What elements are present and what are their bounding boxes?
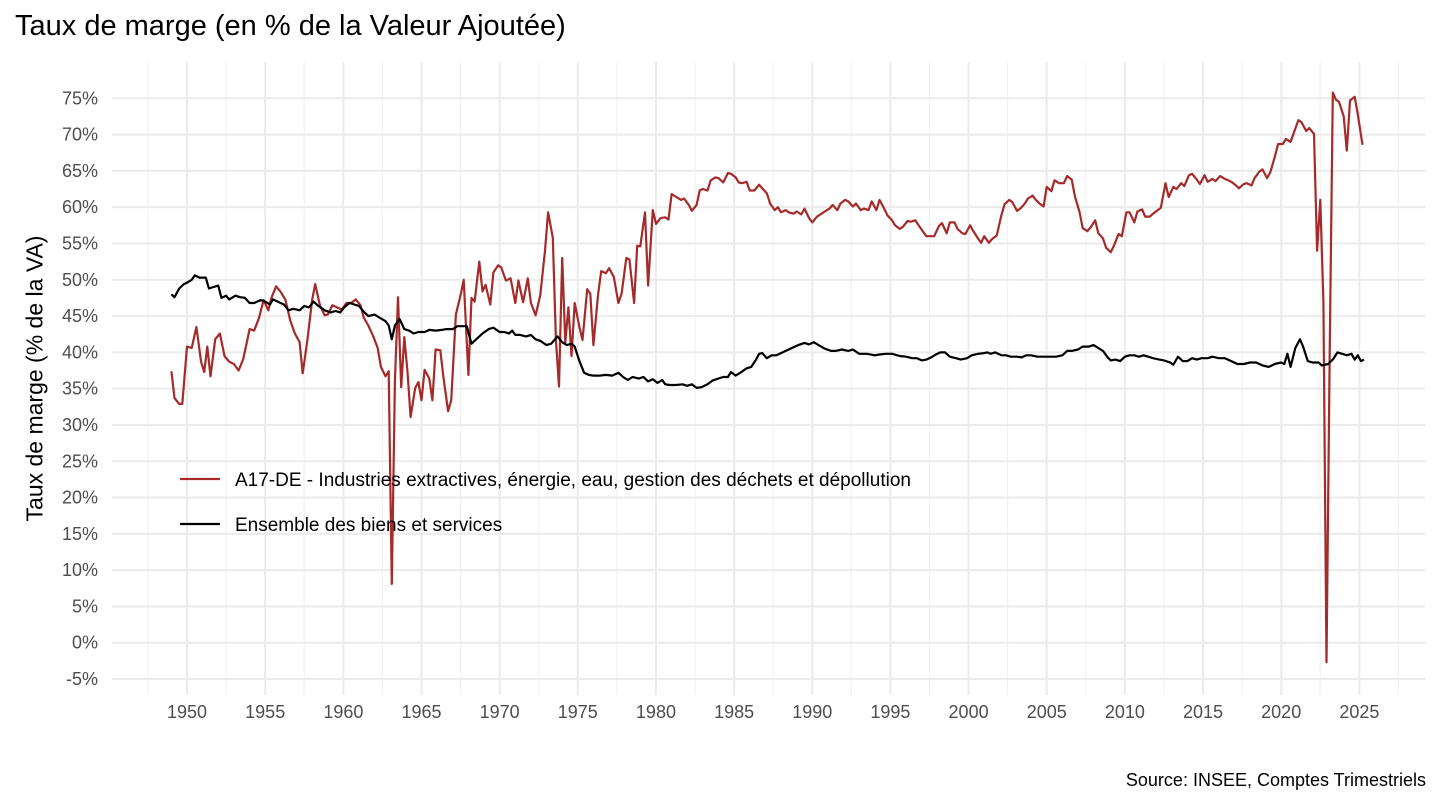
y-tick-label: 35%: [62, 379, 98, 399]
y-tick-label: 70%: [62, 125, 98, 145]
source-caption: Source: INSEE, Comptes Trimestriels: [1125, 770, 1426, 790]
y-tick-label: 10%: [62, 560, 98, 580]
x-tick-label: 1980: [636, 702, 676, 722]
x-tick-label: 1990: [792, 702, 832, 722]
chart-title: Taux de marge (en % de la Valeur Ajoutée…: [15, 10, 566, 42]
x-tick-label: 1985: [714, 702, 754, 722]
x-tick-label: 1995: [870, 702, 910, 722]
y-tick-label: 75%: [62, 88, 98, 108]
x-tick-label: 1950: [167, 702, 207, 722]
x-tick-label: 2010: [1105, 702, 1145, 722]
x-tick-label: 1970: [480, 702, 520, 722]
y-tick-label: 65%: [62, 161, 98, 181]
legend: A17-DE - Industries extractives, énergie…: [180, 470, 911, 536]
y-tick-label: 55%: [62, 233, 98, 253]
y-tick-label: 50%: [62, 270, 98, 290]
y-tick-label: 60%: [62, 197, 98, 217]
grid: [112, 62, 1425, 695]
x-tick-label: 2005: [1027, 702, 1067, 722]
y-tick-label: 0%: [72, 633, 98, 653]
legend-label: Ensemble des biens et services: [235, 515, 502, 536]
series-line-a17-de: [170, 91, 1364, 664]
x-tick-label: 2000: [949, 702, 989, 722]
y-tick-label: 45%: [62, 306, 98, 326]
series-lines: [170, 91, 1365, 664]
y-tick-label: 5%: [72, 596, 98, 616]
y-tick-label: 25%: [62, 451, 98, 471]
y-tick-label: 40%: [62, 342, 98, 362]
x-tick-label: 1965: [401, 702, 441, 722]
axis-ticks: -5% 0% 5% 10% 15% 20% 25% 30% 35% 40% 45% 50% 55% 60%…: [62, 88, 1379, 722]
y-tick-label: 30%: [62, 415, 98, 435]
x-tick-label: 1975: [558, 702, 598, 722]
x-tick-label: 2025: [1339, 702, 1379, 722]
x-tick-label: 1960: [323, 702, 363, 722]
y-tick-label: 15%: [62, 524, 98, 544]
series-line-ensemble: [170, 274, 1365, 389]
x-tick-label: 1955: [245, 702, 285, 722]
y-tick-label: -5%: [66, 669, 98, 689]
x-tick-label: 2020: [1261, 702, 1301, 722]
legend-label: A17-DE - Industries extractives, énergie…: [235, 470, 911, 491]
y-tick-label: 20%: [62, 488, 98, 508]
x-tick-label: 2015: [1183, 702, 1223, 722]
